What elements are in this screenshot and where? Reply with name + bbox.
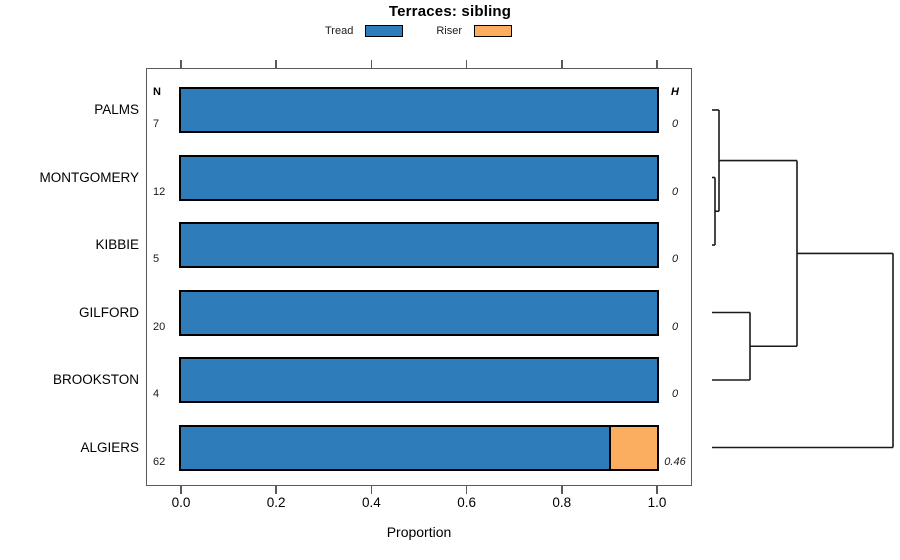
category-label: BROOKSTON <box>52 372 139 387</box>
x-tick-top <box>656 60 658 68</box>
x-tick-bottom <box>275 486 277 494</box>
bar-segment-tread <box>181 156 657 199</box>
bar-brookston <box>179 357 659 403</box>
n-value: 7 <box>153 118 160 130</box>
legend-swatch-riser-icon <box>474 25 512 37</box>
bar-segment-tread <box>181 291 657 334</box>
x-tick-top <box>465 60 468 68</box>
x-tick-top <box>370 60 373 68</box>
bar-segment-tread <box>181 224 657 266</box>
bar-kibbie <box>179 222 659 268</box>
x-tick-label: 0.4 <box>362 495 381 510</box>
category-label: PALMS <box>94 102 139 117</box>
bar-segment-riser <box>609 426 657 469</box>
h-value: 0 <box>671 388 679 400</box>
x-tick-label: 0.2 <box>266 495 286 510</box>
h-value: 0.46 <box>664 455 686 468</box>
h-value: 0 <box>671 185 679 198</box>
x-tick-bottom <box>656 486 658 494</box>
n-value: 5 <box>153 253 160 265</box>
bar-segment-tread <box>181 359 657 401</box>
x-tick-top <box>275 60 277 68</box>
bar-palms <box>179 87 659 133</box>
bar-gilford <box>179 289 659 336</box>
category-label: ALGIERS <box>80 439 139 455</box>
legend-label-tread: Tread <box>325 25 354 37</box>
h-value: 0 <box>671 118 679 130</box>
category-label: MONTGOMERY <box>39 169 139 185</box>
x-tick-bottom <box>370 486 373 494</box>
h-value: 0 <box>671 253 679 265</box>
bar-segment-tread <box>181 426 610 469</box>
x-axis-title: Proportion <box>386 524 452 540</box>
x-tick-bottom <box>180 486 182 494</box>
n-column-header: N <box>153 86 161 98</box>
n-value: 12 <box>153 185 166 198</box>
category-label: GILFORD <box>78 304 139 320</box>
legend-label-riser: Riser <box>436 25 462 37</box>
bar-algiers <box>179 424 659 471</box>
x-tick-top <box>561 60 563 68</box>
n-value: 4 <box>153 388 160 400</box>
h-value: 0 <box>671 320 679 333</box>
n-value: 62 <box>153 455 166 468</box>
x-tick-bottom <box>561 486 563 494</box>
category-label: KIBBIE <box>95 237 139 252</box>
bar-montgomery <box>179 154 659 201</box>
n-value: 20 <box>153 320 166 333</box>
h-column-header: H <box>671 86 679 98</box>
x-tick-label: 1.0 <box>647 495 667 510</box>
x-tick-bottom <box>465 486 468 494</box>
x-tick-label: 0.8 <box>552 495 572 510</box>
legend: Tread Riser <box>325 25 512 37</box>
chart-title: Terraces: sibling <box>388 3 512 20</box>
legend-swatch-tread-icon <box>365 25 404 37</box>
x-tick-top <box>180 60 182 68</box>
x-tick-label: 0.0 <box>171 495 191 510</box>
bar-segment-tread <box>181 89 657 131</box>
plot-area <box>146 68 692 486</box>
x-tick-label: 0.6 <box>457 495 476 510</box>
